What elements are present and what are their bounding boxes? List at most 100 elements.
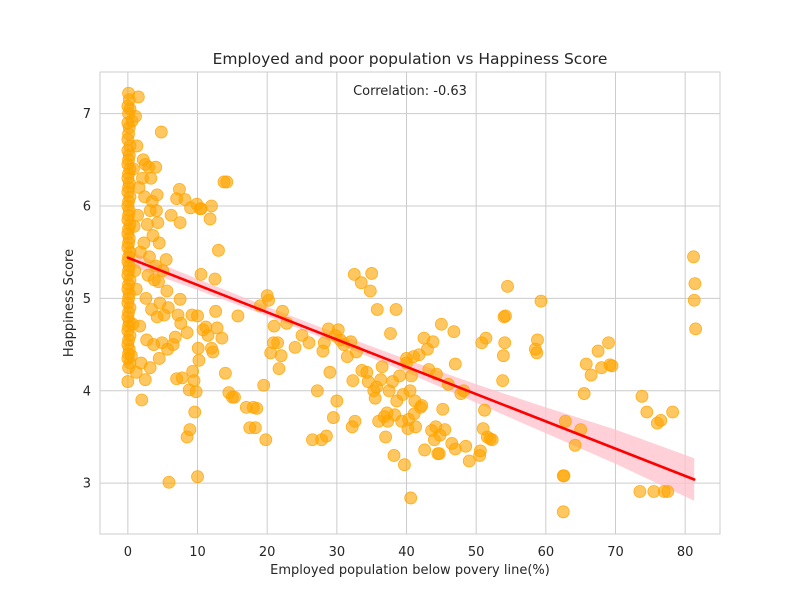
data-point	[206, 345, 220, 359]
data-point	[208, 272, 222, 286]
data-point	[434, 317, 448, 331]
data-point	[498, 336, 512, 350]
data-point	[317, 336, 331, 350]
data-point	[218, 366, 232, 380]
x-tick-label: 60	[538, 545, 555, 560]
data-point	[129, 109, 142, 123]
data-point	[257, 378, 271, 392]
data-point	[203, 212, 217, 226]
data-point	[191, 309, 204, 323]
data-point	[602, 336, 615, 350]
data-point	[215, 331, 229, 345]
x-axis-ticks: 0 10 20 30 40 50 60 70 80	[124, 545, 694, 560]
data-point	[387, 449, 401, 462]
data-point	[138, 373, 152, 387]
x-tick-label: 20	[259, 545, 276, 560]
data-point	[137, 236, 151, 250]
x-tick-label: 70	[607, 545, 624, 560]
data-point	[374, 373, 388, 387]
data-point	[633, 485, 647, 498]
y-tick-label: 7	[83, 107, 91, 122]
x-axis-label: Employed population below povery line(%)	[270, 563, 550, 578]
data-point	[228, 390, 241, 404]
data-point	[143, 250, 156, 264]
data-point	[150, 204, 163, 218]
y-tick-label: 5	[83, 292, 91, 307]
data-point	[174, 316, 188, 330]
data-point	[368, 391, 382, 405]
data-point	[127, 162, 140, 176]
data-point	[404, 491, 418, 505]
x-tick-label: 40	[398, 545, 415, 560]
data-point	[348, 414, 362, 428]
data-point	[175, 371, 189, 385]
data-point	[201, 328, 215, 342]
data-point	[501, 279, 514, 293]
data-point	[231, 309, 245, 323]
data-point	[530, 346, 544, 360]
data-point	[173, 216, 187, 230]
data-point	[131, 90, 145, 104]
data-point	[403, 384, 417, 398]
data-point	[131, 208, 145, 222]
data-point	[354, 276, 368, 290]
y-axis-ticks: 3 4 5 6 7	[83, 107, 91, 492]
data-point	[448, 442, 462, 456]
data-point	[272, 362, 286, 376]
data-point	[130, 139, 144, 153]
data-point	[159, 253, 173, 266]
data-point	[319, 429, 333, 443]
data-point	[558, 414, 572, 428]
data-point	[129, 282, 143, 296]
data-point	[189, 385, 203, 399]
data-point	[479, 331, 493, 345]
x-tick-label: 30	[329, 545, 346, 560]
data-point	[370, 303, 384, 316]
y-tick-label: 4	[83, 384, 91, 399]
data-point	[393, 369, 406, 383]
data-point	[418, 443, 432, 457]
data-point	[330, 394, 344, 408]
plot-frame	[99, 71, 721, 535]
correlation-annotation: Correlation: -0.63	[353, 84, 467, 99]
data-point	[531, 333, 544, 347]
data-point	[154, 125, 168, 139]
y-tick-label: 6	[83, 199, 91, 214]
data-point	[205, 199, 218, 213]
data-point	[436, 402, 450, 416]
data-point	[168, 330, 182, 344]
data-point	[135, 393, 149, 407]
data-point	[152, 275, 165, 289]
data-point	[143, 361, 157, 375]
data-point	[209, 304, 223, 318]
data-point	[144, 171, 158, 185]
data-point	[426, 335, 440, 349]
data-point	[661, 485, 675, 498]
data-point	[534, 294, 548, 308]
data-point	[640, 405, 654, 419]
data-point	[584, 368, 598, 382]
y-axis-label: Happiness Score	[62, 249, 77, 357]
data-point	[150, 188, 164, 202]
data-point	[192, 353, 206, 367]
data-point	[499, 309, 512, 323]
data-point	[398, 458, 411, 472]
data-point	[473, 444, 487, 458]
data-point	[288, 340, 302, 354]
data-point	[183, 423, 197, 436]
data-point	[389, 303, 403, 316]
data-point	[161, 301, 175, 315]
data-point	[447, 325, 461, 339]
data-point	[365, 267, 379, 280]
data-point	[133, 319, 147, 333]
data-point	[688, 277, 702, 291]
chart-title: Employed and poor population vs Happines…	[213, 50, 608, 68]
data-point	[654, 413, 668, 427]
data-point	[556, 505, 570, 519]
data-point	[149, 160, 163, 174]
data-point	[323, 365, 337, 379]
data-point	[666, 405, 680, 419]
data-point	[478, 403, 491, 417]
data-point	[687, 293, 701, 307]
data-point	[259, 433, 273, 447]
